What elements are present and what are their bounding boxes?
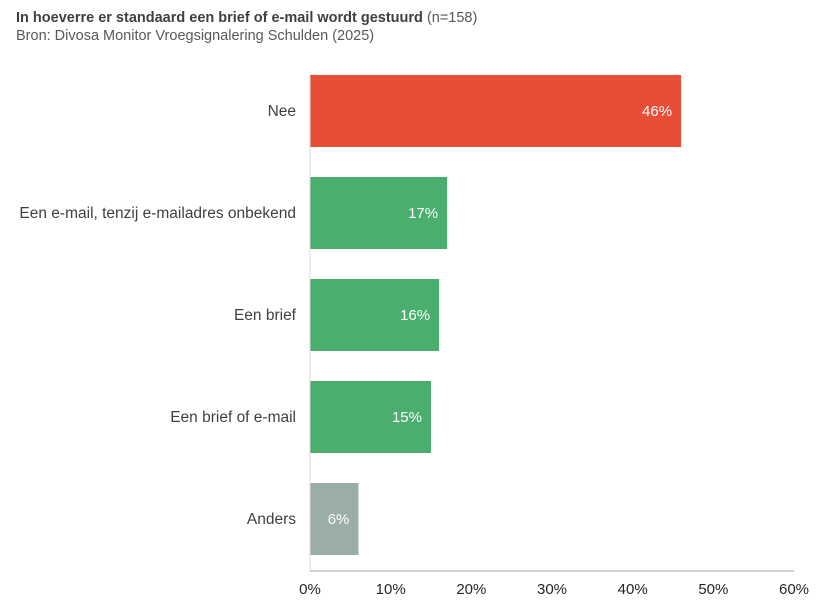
bar-0 (310, 75, 682, 147)
data-label-3: 15% (392, 409, 422, 426)
data-label-2: 16% (400, 307, 430, 324)
category-label-0: Nee (268, 103, 296, 120)
bar-4 (310, 483, 359, 555)
category-label-2: Een brief (234, 307, 297, 324)
data-label-0: 46% (642, 103, 672, 120)
x-tick-label-0: 0% (299, 581, 321, 598)
category-label-3: Een brief of e-mail (170, 409, 296, 426)
chart-title: In hoeverre er standaard een brief of e-… (16, 10, 423, 26)
bar-3 (310, 381, 431, 453)
x-tick-label-2: 20% (456, 581, 486, 598)
x-tick-label-4: 40% (618, 581, 648, 598)
bar-1 (310, 177, 448, 249)
x-tick-label-5: 50% (698, 581, 728, 598)
bar-2 (310, 279, 440, 351)
category-label-1: Een e-mail, tenzij e-mailadres onbekend (19, 205, 296, 222)
data-label-1: 17% (408, 205, 438, 222)
x-tick-label-6: 60% (779, 581, 809, 598)
title-line: In hoeverre er standaard een brief of e-… (16, 9, 477, 27)
sample-size-label: (n=158) (426, 10, 478, 26)
data-label-4: 6% (328, 511, 350, 528)
x-tick-label-3: 30% (537, 581, 567, 598)
chart-header: In hoeverre er standaard een brief of e-… (16, 9, 477, 45)
x-tick-label-1: 10% (376, 581, 406, 598)
category-label-4: Anders (247, 511, 296, 528)
chart-subtitle: Bron: Divosa Monitor Vroegsignalering Sc… (16, 28, 375, 44)
